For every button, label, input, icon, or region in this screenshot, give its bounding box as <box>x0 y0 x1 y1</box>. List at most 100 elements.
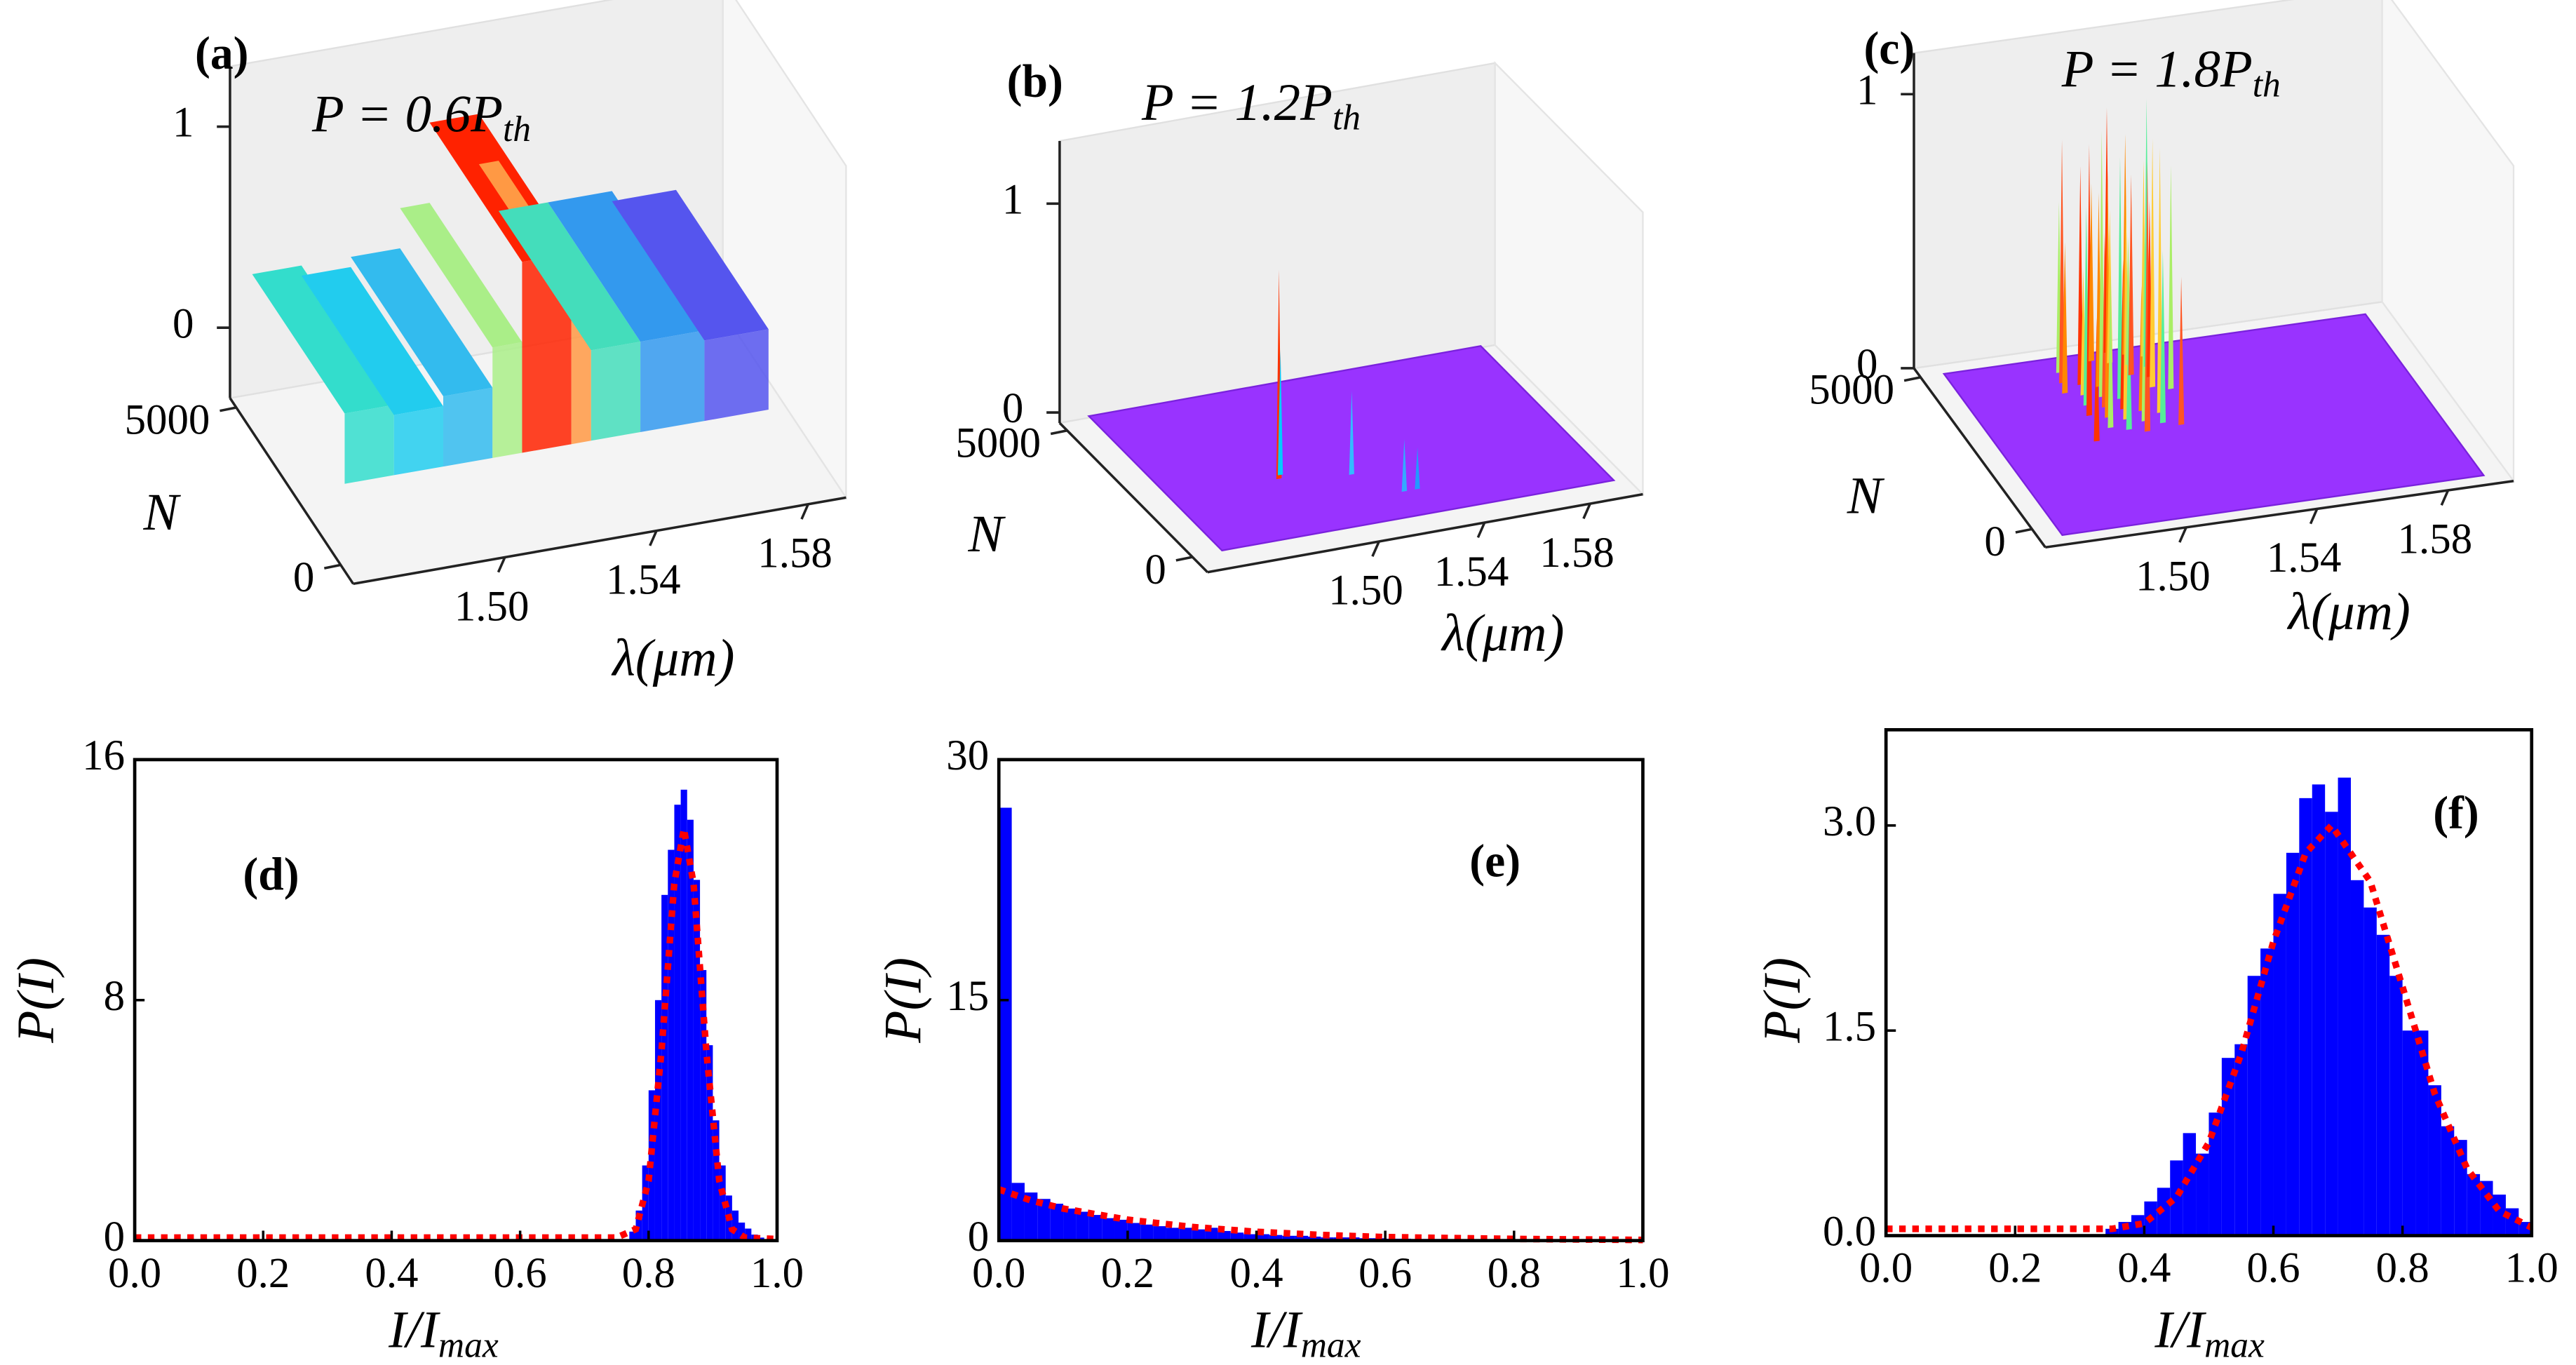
surface-top <box>301 267 443 415</box>
bar <box>2428 1085 2441 1236</box>
bar <box>1230 1232 1244 1241</box>
bar <box>668 849 675 1241</box>
x-tick-label: 0.4 <box>365 1249 418 1297</box>
surface-spike <box>1349 391 1354 475</box>
x-tick-label: 0.8 <box>622 1249 675 1297</box>
y-tick <box>1903 376 1921 382</box>
y-axis <box>229 397 355 585</box>
surface-face <box>344 405 394 484</box>
bar <box>1307 1236 1321 1241</box>
x-axis-label-sub: max <box>2204 1325 2265 1365</box>
surface-spike <box>2088 183 2094 362</box>
surface-top <box>252 265 394 414</box>
bar <box>629 1231 636 1241</box>
x-axis-label: λ(μm) <box>2287 583 2410 641</box>
surface-top <box>498 202 641 351</box>
y-axis-label: P(I) <box>7 957 65 1044</box>
surface-spike <box>2159 250 2166 424</box>
bar <box>693 880 701 1241</box>
bar <box>1024 1192 1038 1241</box>
bar <box>2260 948 2274 1236</box>
bar <box>1153 1226 1166 1241</box>
x-tick-label: 1.54 <box>1434 548 1509 596</box>
y-axis-label: N <box>967 505 1006 563</box>
y-tick-label: 15 <box>946 972 989 1020</box>
x-axis <box>353 496 847 586</box>
bar <box>739 1222 746 1241</box>
bar <box>635 1210 642 1241</box>
z-tick-label: 1 <box>1856 66 1877 114</box>
y-tick-label: 3.0 <box>1823 798 1876 845</box>
y-tick <box>220 406 237 412</box>
panel-label: (e) <box>1469 835 1520 887</box>
x-axis-label: I/Imax <box>1250 1300 1361 1365</box>
x-tick-label: 1.0 <box>2505 1244 2558 1291</box>
surface-spike <box>1415 447 1420 490</box>
side-pane <box>1494 60 1644 497</box>
surface-spike <box>2059 140 2065 384</box>
bar <box>1050 1204 1064 1241</box>
z-tick-label: 0 <box>1002 384 1023 432</box>
x-tick <box>800 504 809 520</box>
surface-spike <box>2117 156 2123 399</box>
y-tick <box>2015 527 2032 534</box>
bar <box>1037 1199 1051 1241</box>
bar <box>1114 1219 1128 1241</box>
plot-frame <box>997 758 1645 1243</box>
x-tick <box>1582 503 1591 520</box>
panel-label: (c) <box>1863 23 1915 74</box>
surface-face <box>591 342 641 441</box>
annotation: P = 0.6Pth <box>311 85 531 149</box>
z-tick-label: 1 <box>1002 175 1023 223</box>
x-axis <box>1207 492 1643 574</box>
surface-face <box>393 406 443 476</box>
x-axis <box>2045 479 2514 549</box>
y-axis-label: P(I) <box>875 957 933 1044</box>
bar <box>2389 976 2403 1236</box>
y-axis-label: P(I) <box>1753 957 1812 1044</box>
y-tick-label: 16 <box>82 732 125 779</box>
bar <box>661 894 668 1241</box>
fit-line <box>1886 820 2533 1232</box>
surface-face <box>704 329 769 422</box>
bar <box>1295 1235 1308 1241</box>
bar <box>1243 1234 1257 1241</box>
bar <box>680 789 687 1241</box>
y-axis-label: N <box>143 483 182 542</box>
x-axis-label-sub: max <box>438 1325 499 1365</box>
x-tick-label: 0.0 <box>972 1249 1025 1297</box>
annotation: P = 1.8Pth <box>2061 40 2281 105</box>
y-tick-label: 1.5 <box>1823 1002 1876 1050</box>
x-tick-label: 1.50 <box>1328 567 1403 614</box>
bar <box>706 1045 713 1241</box>
surface-top <box>400 203 522 348</box>
bar <box>2415 1030 2429 1236</box>
bar <box>2312 784 2326 1236</box>
x-tick-label: 1.58 <box>1539 529 1614 577</box>
x-tick <box>2178 527 2187 543</box>
x-axis-label-main: I/I <box>388 1300 441 1359</box>
y-tick-label: 0 <box>968 1213 989 1260</box>
x-tick-label: 0.2 <box>1101 1249 1154 1297</box>
y-tick-label: 8 <box>104 972 125 1020</box>
y-tick-label: 0 <box>104 1213 125 1260</box>
x-tick <box>1371 541 1380 557</box>
y-tick-label: 0 <box>1984 518 2005 565</box>
annotation-sub: th <box>1333 98 1361 137</box>
x-tick-label: 0.4 <box>1229 1249 1283 1297</box>
panel-label: (b) <box>1007 56 1063 107</box>
bar <box>1282 1235 1295 1241</box>
x-axis-label-main: I/I <box>1250 1300 1304 1359</box>
bar <box>2286 852 2300 1236</box>
surface-spike <box>2178 276 2185 426</box>
y-tick-label: 5000 <box>955 419 1041 466</box>
x-tick-label: 0.4 <box>2117 1244 2171 1291</box>
x-tick-label: 1.50 <box>454 582 530 630</box>
x-tick-label: 1.58 <box>757 529 832 577</box>
annotation-sub: th <box>2253 65 2281 105</box>
x-axis-label: I/Imax <box>2154 1300 2265 1365</box>
bar <box>1063 1208 1077 1241</box>
z-tick-label: 0 <box>173 300 194 347</box>
surface-spike <box>1401 439 1408 492</box>
